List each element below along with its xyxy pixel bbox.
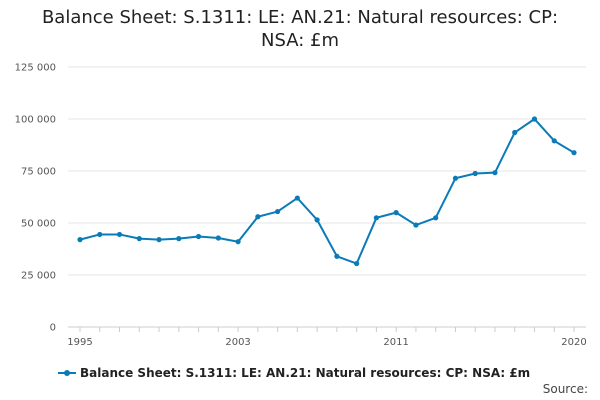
data-point[interactable] [373, 215, 379, 221]
y-tick-label: 100 000 [15, 115, 56, 126]
axes [68, 326, 586, 332]
data-point[interactable] [215, 235, 221, 241]
data-point[interactable] [77, 237, 83, 243]
data-point[interactable] [354, 260, 360, 267]
data-point[interactable] [275, 208, 281, 215]
data-point[interactable] [551, 138, 557, 144]
data-point[interactable] [235, 239, 241, 245]
y-tick-label: 75 000 [21, 167, 56, 178]
source-label: Source: [542, 382, 588, 396]
data-point[interactable] [433, 215, 439, 221]
y-axis-ticks: 0 25 000 50 000 75 000 100 000 125 000 [15, 63, 56, 334]
data-point[interactable] [512, 129, 518, 136]
legend[interactable]: Balance Sheet: S.1311: LE: AN.21: Natura… [58, 366, 530, 380]
legend-line-icon [58, 366, 76, 380]
data-point[interactable] [195, 233, 202, 240]
data-point[interactable] [472, 170, 478, 177]
data-point[interactable] [571, 150, 577, 156]
chart-title: Balance Sheet: S.1311: LE: AN.21: Natura… [41, 7, 559, 51]
grid-lines [68, 66, 586, 276]
legend-label: Balance Sheet: S.1311: LE: AN.21: Natura… [80, 366, 531, 380]
data-point[interactable] [314, 217, 320, 223]
y-tick-label: 50 000 [21, 219, 56, 230]
data-point[interactable] [413, 222, 419, 228]
series-line [79, 118, 575, 265]
y-tick-label: 25 000 [21, 271, 56, 282]
data-point[interactable] [334, 253, 340, 259]
y-tick-label: 0 [50, 323, 56, 334]
data-point[interactable] [492, 170, 498, 176]
data-point[interactable] [156, 237, 162, 243]
data-point[interactable] [97, 231, 103, 238]
data-point[interactable] [393, 210, 399, 216]
x-tick-label: 2011 [383, 337, 408, 348]
data-point[interactable] [176, 236, 182, 242]
data-point[interactable] [116, 231, 123, 238]
x-tick-label: 1995 [67, 337, 92, 348]
x-axis-ticks: 1995 2003 2011 2020 [67, 337, 586, 348]
series-layer [77, 116, 577, 267]
x-tick-label: 2003 [225, 337, 250, 348]
data-point[interactable] [531, 116, 538, 122]
y-tick-label: 125 000 [15, 63, 56, 74]
data-point[interactable] [136, 236, 142, 242]
data-point[interactable] [294, 195, 300, 201]
data-point[interactable] [255, 214, 261, 220]
x-tick-label: 2020 [561, 337, 586, 348]
data-point[interactable] [452, 175, 459, 181]
